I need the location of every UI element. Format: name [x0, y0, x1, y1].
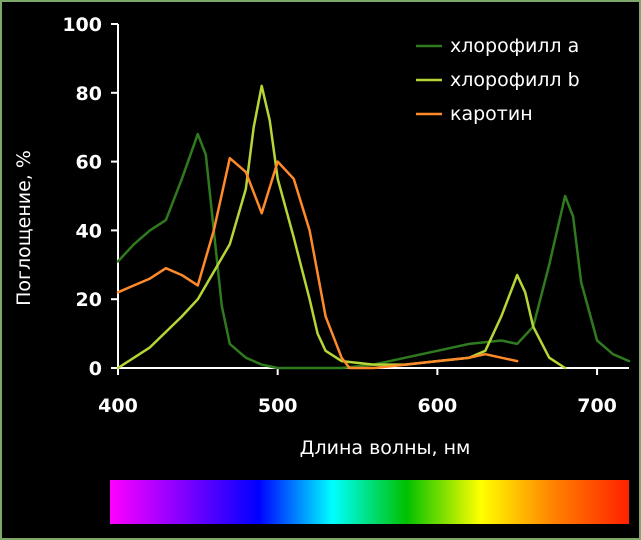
y-tick-label: 80: [76, 83, 102, 105]
y-tick-label: 40: [76, 220, 102, 242]
y-tick-label: 20: [76, 289, 102, 311]
legend-label-2: каротин: [450, 103, 533, 125]
x-tick-label: 500: [258, 395, 298, 417]
x-axis-title: Длина волны, нм: [300, 437, 471, 459]
x-tick-label: 400: [98, 395, 138, 417]
y-tick-label: 0: [89, 358, 102, 380]
series-lines: [116, 84, 631, 370]
legend-label-0: хлорофилл a: [450, 35, 579, 57]
spectrum-bar: [110, 480, 629, 524]
series-line-0: [116, 132, 631, 370]
legend: хлорофилл a хлорофилл b каротин: [416, 35, 580, 125]
y-tick-label: 60: [76, 152, 102, 174]
series-line-2: [116, 156, 519, 370]
legend-label-1: хлорофилл b: [450, 69, 580, 91]
y-axis-title: Поглощение, %: [13, 150, 35, 306]
y-tick-label: 100: [62, 14, 102, 36]
x-tick-label: 700: [577, 395, 617, 417]
x-tick-label: 600: [418, 395, 458, 417]
series-line-1: [116, 84, 567, 370]
ticks: 400 500 600 700 0 20 40 60 80 100: [62, 14, 617, 417]
